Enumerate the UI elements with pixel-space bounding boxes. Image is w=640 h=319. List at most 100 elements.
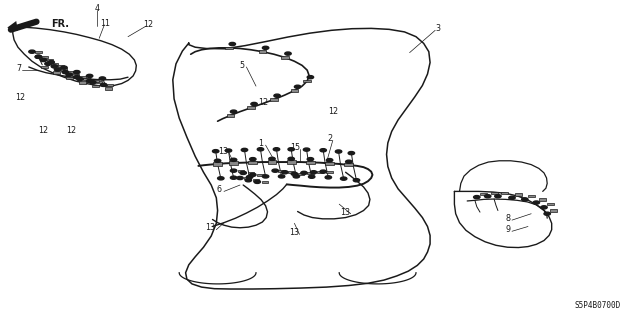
Circle shape xyxy=(90,81,96,84)
Text: 4: 4 xyxy=(95,4,100,13)
Circle shape xyxy=(533,201,540,204)
Circle shape xyxy=(320,170,326,173)
Circle shape xyxy=(288,157,294,160)
Bar xyxy=(501,192,508,194)
Circle shape xyxy=(240,171,246,174)
Text: 6: 6 xyxy=(216,185,221,194)
Circle shape xyxy=(29,50,35,53)
Text: 13: 13 xyxy=(340,208,351,217)
Text: 13: 13 xyxy=(205,223,215,232)
Bar xyxy=(96,81,102,84)
Bar xyxy=(67,77,73,79)
Bar xyxy=(550,209,557,212)
Bar xyxy=(80,76,86,78)
Bar xyxy=(298,173,304,175)
Circle shape xyxy=(273,148,280,151)
Bar xyxy=(480,193,487,195)
Circle shape xyxy=(272,169,278,172)
Bar xyxy=(244,177,251,179)
Text: 13: 13 xyxy=(218,147,228,156)
Bar xyxy=(79,81,86,84)
Bar xyxy=(61,68,67,70)
Bar xyxy=(547,203,554,205)
Text: 12: 12 xyxy=(38,126,49,135)
Bar xyxy=(306,161,315,164)
Circle shape xyxy=(250,158,256,161)
Bar xyxy=(326,170,333,173)
Bar xyxy=(268,160,276,164)
Circle shape xyxy=(541,206,547,209)
Text: 12: 12 xyxy=(328,107,338,115)
Circle shape xyxy=(229,42,236,46)
Text: 13: 13 xyxy=(289,228,300,237)
Bar xyxy=(262,181,268,183)
Circle shape xyxy=(326,159,333,162)
Text: 12: 12 xyxy=(67,126,77,135)
Circle shape xyxy=(348,152,355,155)
Circle shape xyxy=(274,94,280,97)
Circle shape xyxy=(251,102,257,106)
Bar xyxy=(291,89,298,92)
Bar xyxy=(105,87,112,90)
Circle shape xyxy=(230,169,237,172)
Text: 12: 12 xyxy=(259,98,269,107)
Bar xyxy=(528,195,535,197)
Text: 7: 7 xyxy=(17,64,22,73)
Bar xyxy=(281,56,289,59)
Circle shape xyxy=(214,159,221,162)
Circle shape xyxy=(225,149,232,152)
Circle shape xyxy=(346,160,352,163)
Circle shape xyxy=(288,148,294,151)
Text: 1: 1 xyxy=(259,139,264,148)
Circle shape xyxy=(294,85,301,88)
Text: 15: 15 xyxy=(291,143,301,152)
Circle shape xyxy=(230,158,237,161)
Circle shape xyxy=(48,61,54,64)
Bar xyxy=(325,162,334,165)
Bar xyxy=(40,66,47,68)
Circle shape xyxy=(245,179,252,182)
Text: 9: 9 xyxy=(506,225,511,234)
Bar xyxy=(35,50,42,53)
Bar xyxy=(303,80,311,82)
Bar xyxy=(278,170,285,172)
Circle shape xyxy=(269,157,275,160)
Bar xyxy=(515,193,522,196)
Bar xyxy=(344,163,353,167)
Bar xyxy=(68,71,75,73)
Circle shape xyxy=(325,176,332,179)
Circle shape xyxy=(51,65,58,68)
Bar xyxy=(227,114,234,117)
Circle shape xyxy=(86,79,93,83)
Bar xyxy=(248,161,257,164)
Circle shape xyxy=(262,175,269,178)
Bar xyxy=(213,162,222,166)
Text: 12: 12 xyxy=(143,20,154,29)
Bar xyxy=(287,160,296,164)
Circle shape xyxy=(99,77,106,80)
Text: 2: 2 xyxy=(327,134,332,143)
Bar xyxy=(317,171,323,174)
Text: 8: 8 xyxy=(506,214,511,223)
Text: S5P4B0700D: S5P4B0700D xyxy=(575,301,621,310)
Bar xyxy=(238,170,244,172)
Bar xyxy=(58,65,64,67)
Circle shape xyxy=(495,195,501,198)
Circle shape xyxy=(353,179,360,182)
Text: 12: 12 xyxy=(15,93,26,102)
Circle shape xyxy=(484,195,491,198)
Circle shape xyxy=(230,110,237,113)
Circle shape xyxy=(77,78,83,81)
Circle shape xyxy=(509,196,515,199)
Circle shape xyxy=(86,74,93,78)
Bar xyxy=(491,192,498,194)
Circle shape xyxy=(230,176,237,179)
Bar xyxy=(307,172,314,174)
Circle shape xyxy=(74,70,80,74)
Circle shape xyxy=(66,73,72,76)
Circle shape xyxy=(257,148,264,151)
Bar xyxy=(540,198,547,201)
Circle shape xyxy=(522,198,528,201)
Bar xyxy=(47,59,53,61)
Bar xyxy=(229,161,238,165)
